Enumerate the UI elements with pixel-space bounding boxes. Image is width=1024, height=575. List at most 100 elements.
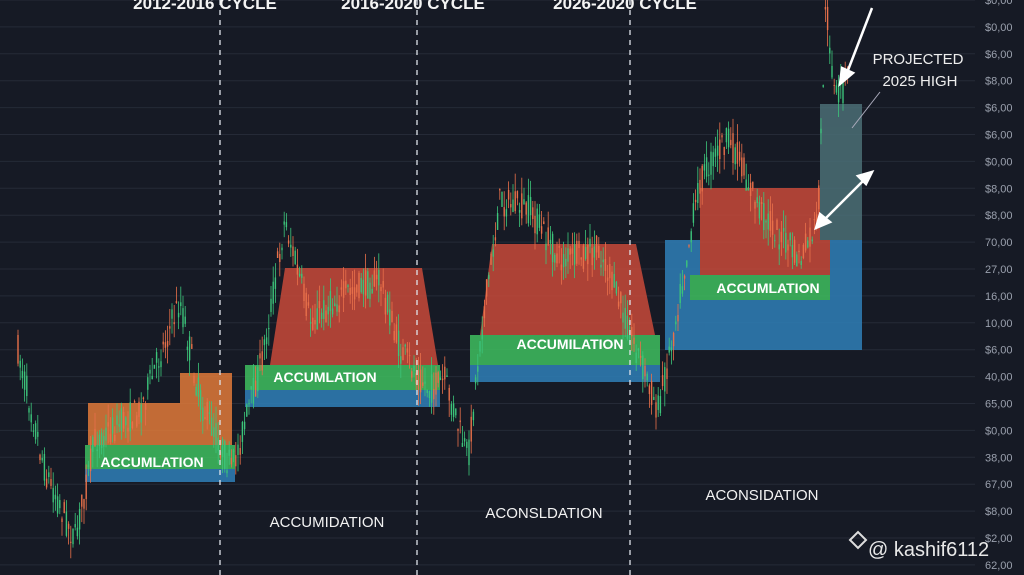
- candle: [63, 502, 65, 514]
- candle: [116, 415, 118, 425]
- candle: [543, 221, 545, 225]
- candle: [206, 402, 208, 421]
- candle: [356, 284, 358, 293]
- candle: [173, 322, 175, 325]
- candle: [452, 403, 455, 417]
- candle: [127, 427, 129, 432]
- candle: [389, 309, 391, 326]
- candle: [133, 401, 136, 403]
- candle: [298, 273, 301, 277]
- candle: [334, 303, 336, 307]
- candle: [554, 254, 556, 263]
- candle: [633, 337, 635, 344]
- candle: [613, 273, 615, 288]
- candle: [188, 336, 191, 361]
- zone-blue: [85, 468, 235, 482]
- candle: [32, 430, 35, 432]
- candle: [730, 139, 732, 146]
- candle: [23, 371, 26, 390]
- candle: [600, 264, 602, 268]
- candle: [56, 496, 59, 514]
- candle: [760, 202, 763, 204]
- candle: [96, 449, 98, 452]
- candle: [54, 494, 57, 500]
- candle: [358, 272, 360, 299]
- candle: [129, 402, 131, 432]
- candle: [169, 326, 171, 329]
- candle: [199, 390, 202, 410]
- candle: [699, 179, 701, 194]
- candle: [562, 254, 565, 268]
- candle: [477, 366, 479, 372]
- candle: [635, 352, 637, 364]
- candle: [727, 128, 730, 148]
- candle: [606, 277, 609, 281]
- candle: [408, 355, 411, 357]
- candle: [237, 444, 239, 456]
- axis-label: 38,00: [985, 452, 1013, 464]
- candle: [428, 391, 431, 398]
- candle: [111, 417, 114, 434]
- candle: [459, 420, 461, 423]
- axis-label: $8,00: [985, 76, 1013, 88]
- candle: [686, 260, 688, 267]
- candle: [89, 448, 92, 472]
- candle: [305, 292, 307, 317]
- candle: [457, 428, 459, 431]
- candle: [591, 248, 593, 266]
- candle: [186, 346, 189, 350]
- candle: [800, 261, 802, 265]
- candle: [580, 257, 582, 260]
- candle: [45, 478, 48, 488]
- candle: [499, 188, 501, 191]
- candle: [780, 231, 783, 243]
- candle: [529, 197, 532, 216]
- candle: [807, 240, 809, 248]
- candle: [710, 151, 712, 175]
- candle: [406, 348, 409, 353]
- candle: [705, 157, 708, 177]
- candle: [587, 244, 589, 265]
- candle: [59, 500, 61, 509]
- candle: [444, 366, 446, 380]
- candle: [626, 315, 629, 339]
- candle: [842, 82, 844, 104]
- candle: [290, 244, 292, 248]
- candle: [19, 360, 21, 368]
- candle: [248, 403, 250, 405]
- candle: [294, 250, 296, 264]
- candle: [818, 185, 820, 210]
- candle: [384, 297, 387, 315]
- arrowhead: [838, 66, 856, 88]
- zone-blue: [470, 365, 660, 382]
- candle: [763, 203, 765, 231]
- candle: [754, 201, 756, 209]
- candle: [331, 308, 334, 315]
- candle: [171, 309, 173, 319]
- candle: [257, 366, 259, 392]
- candle: [501, 191, 503, 207]
- candle: [516, 191, 519, 199]
- candle: [450, 404, 453, 415]
- candle: [446, 375, 448, 378]
- candle: [65, 511, 68, 536]
- candle: [738, 151, 741, 161]
- arrows: [814, 7, 881, 231]
- candle: [397, 330, 400, 357]
- candle: [210, 417, 213, 436]
- candle: [668, 346, 670, 353]
- candle: [393, 330, 395, 341]
- candle: [314, 319, 316, 325]
- candle: [551, 233, 554, 263]
- candle: [259, 353, 261, 359]
- candle: [360, 277, 362, 293]
- axis-label: $6,00: [985, 130, 1013, 142]
- candle: [235, 455, 237, 467]
- candle: [263, 339, 266, 346]
- candle: [43, 453, 46, 481]
- candle: [576, 240, 578, 264]
- candle: [785, 232, 787, 253]
- candle: [215, 423, 217, 446]
- candle: [413, 365, 415, 372]
- candle: [747, 187, 750, 191]
